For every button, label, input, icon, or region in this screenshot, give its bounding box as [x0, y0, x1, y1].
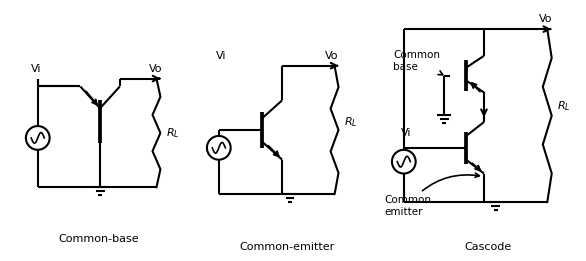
Text: $R_L$: $R_L$ [345, 115, 358, 129]
Text: Vi: Vi [30, 64, 41, 74]
Text: $R_L$: $R_L$ [166, 126, 180, 140]
Text: Cascode: Cascode [464, 242, 512, 252]
Text: Common
emitter: Common emitter [384, 173, 479, 217]
Text: Common-base: Common-base [59, 234, 139, 244]
Text: Common
base: Common base [393, 50, 443, 75]
Text: Vo: Vo [325, 51, 338, 61]
Text: Vi: Vi [216, 51, 226, 61]
Text: Vo: Vo [539, 14, 553, 24]
Text: $R_L$: $R_L$ [557, 99, 571, 113]
Text: Vi: Vi [401, 128, 411, 138]
Text: Vo: Vo [149, 64, 162, 74]
Text: Common-emitter: Common-emitter [240, 242, 335, 252]
